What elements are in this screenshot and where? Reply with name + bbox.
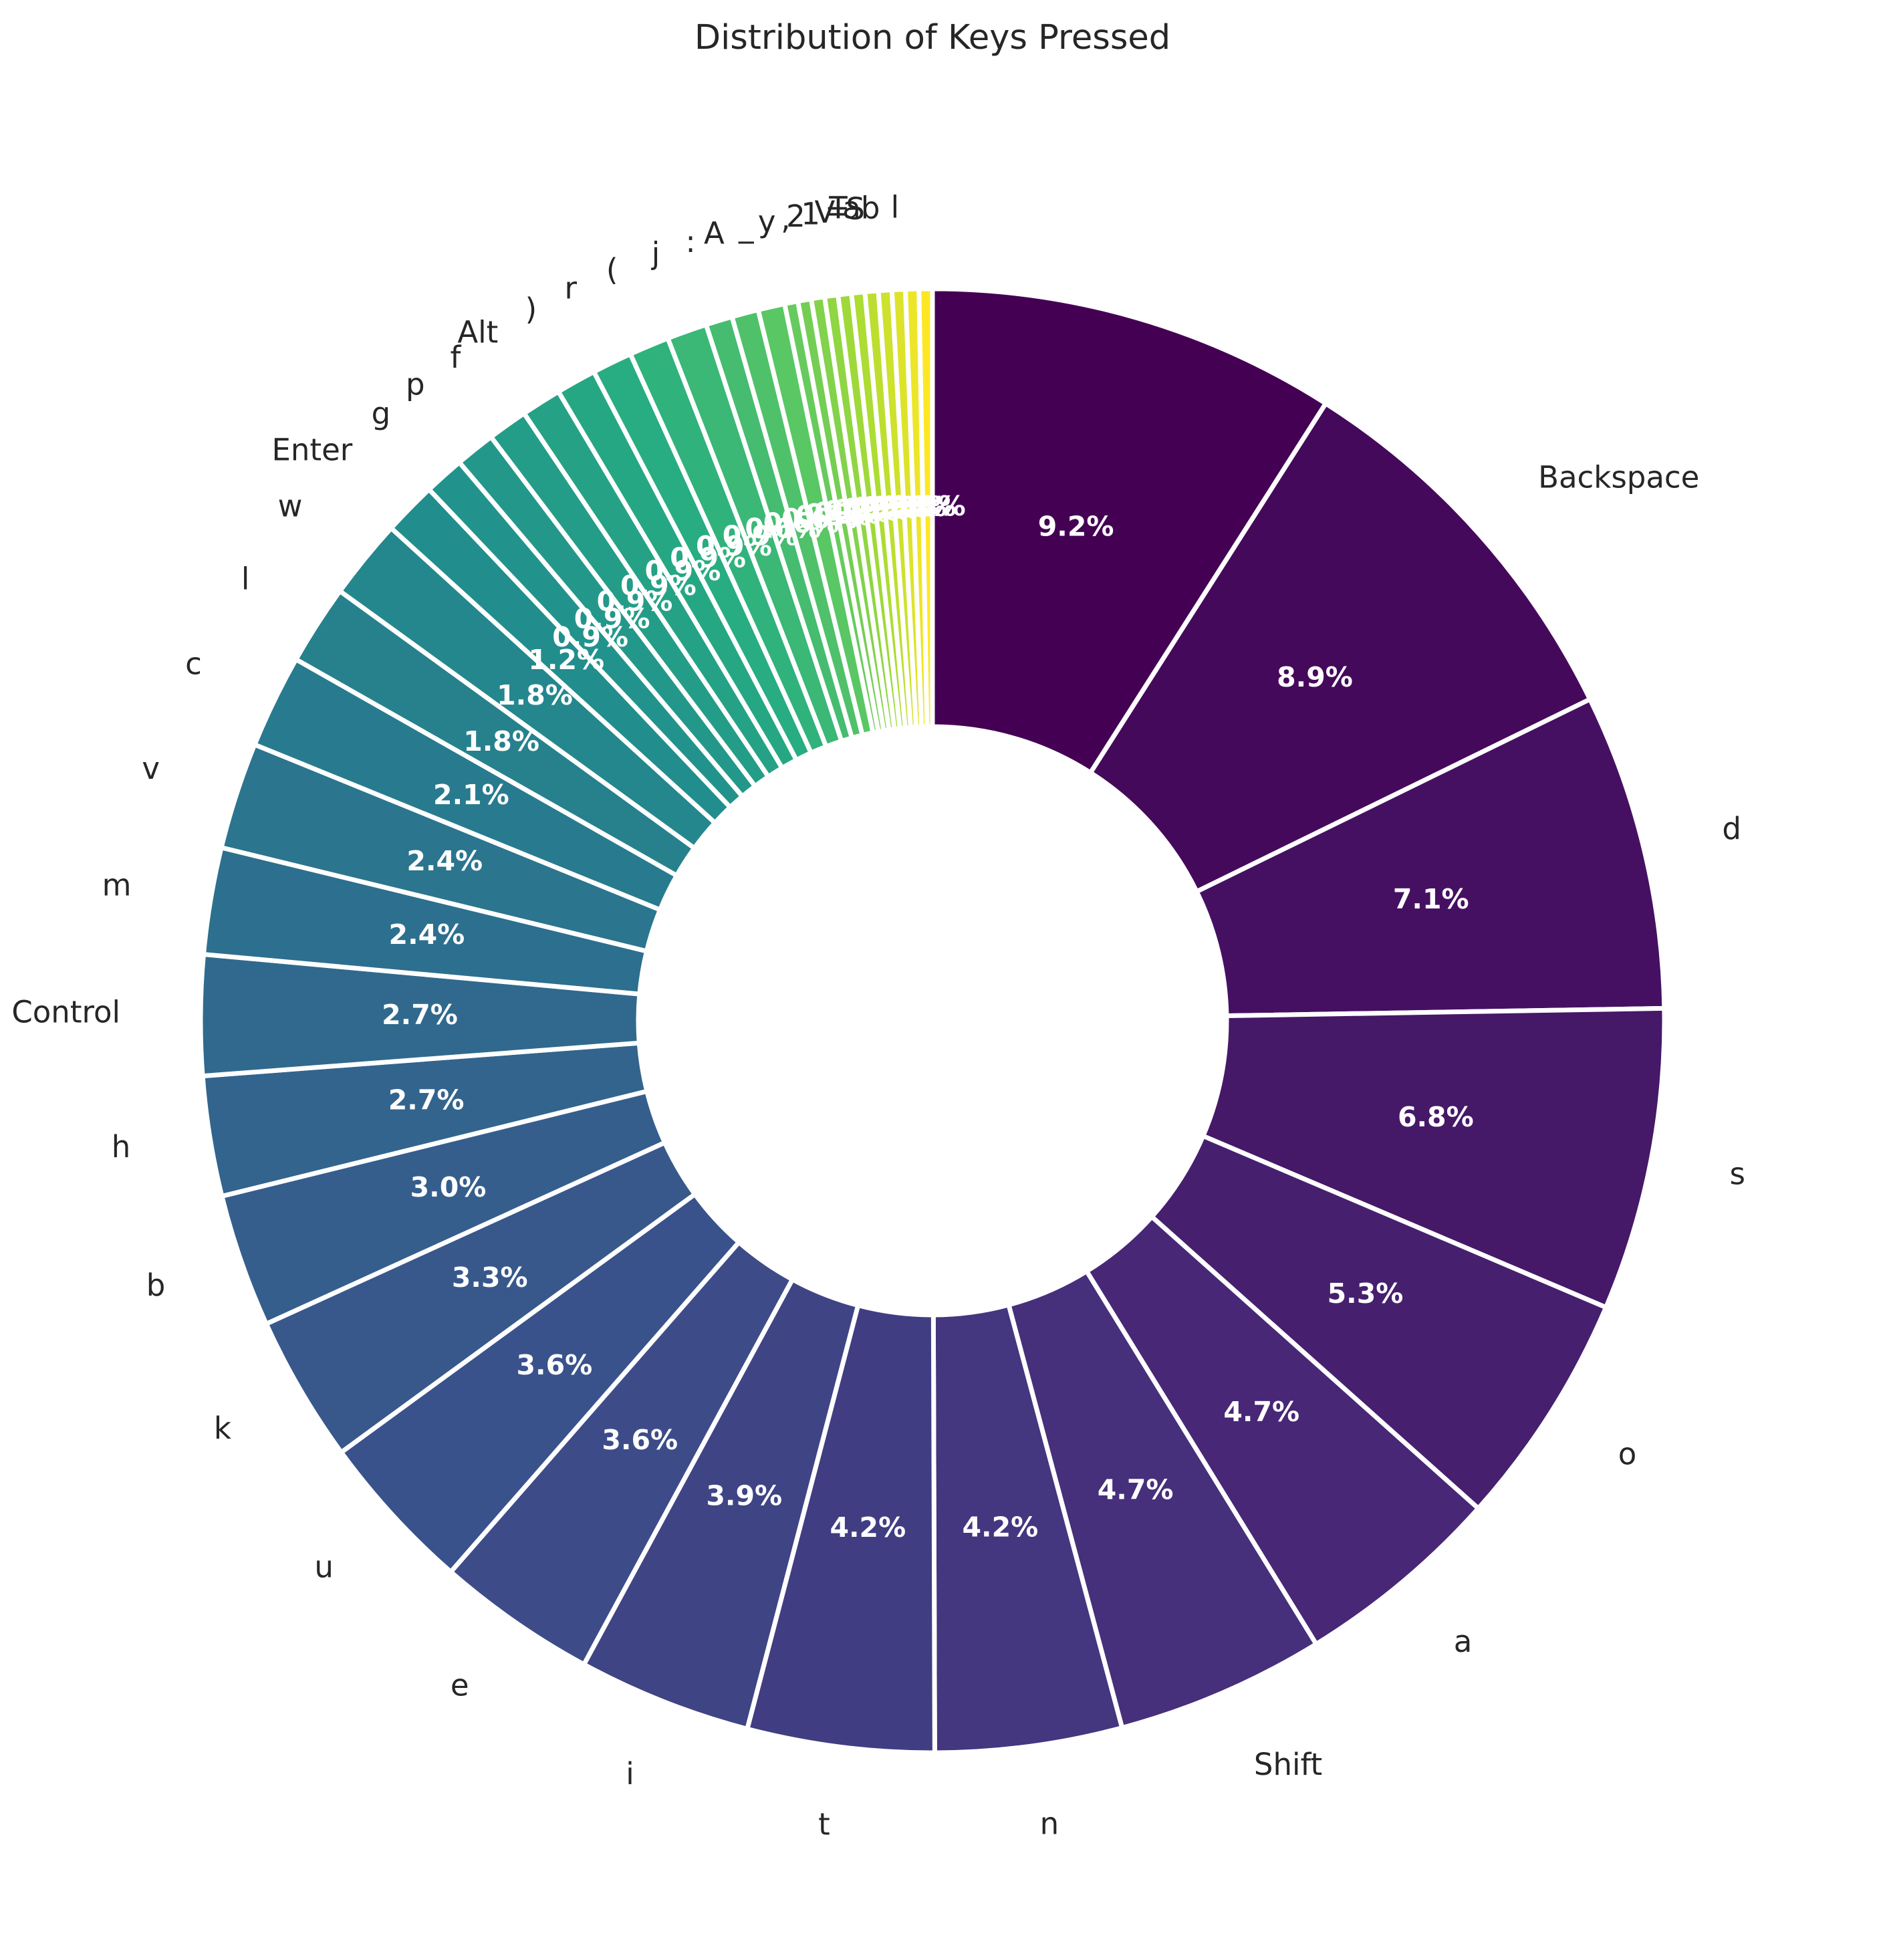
percent-label-26: 0.9% bbox=[620, 570, 697, 602]
slices-group bbox=[198, 286, 1667, 1755]
slice-label-17: m bbox=[102, 868, 132, 903]
percent-labels-group: 9.2% 8.9% 7.1% 6.8% 5.3% 4.7% 4.7% 4.2% 4.2% 3.9%… bbox=[382, 490, 1474, 1544]
percent-label-43: 0.3% bbox=[880, 490, 957, 522]
slice-label-15: h bbox=[112, 1129, 131, 1165]
slice-label-8: n bbox=[1040, 1806, 1059, 1841]
percent-label-10: 3.9% bbox=[706, 1479, 782, 1511]
percent-label-27: 0.9% bbox=[645, 555, 721, 587]
slice-label-23: g bbox=[372, 396, 391, 431]
slice-label-19: c bbox=[185, 646, 202, 682]
slice-label-2: Backspace bbox=[1538, 460, 1699, 495]
slice-label-29: ( bbox=[606, 252, 618, 287]
slice-label-27: ) bbox=[525, 291, 537, 327]
percent-label-44: 0.3% bbox=[890, 490, 966, 522]
percent-label-21: 1.8% bbox=[497, 679, 573, 711]
slice-label-42: l bbox=[891, 189, 900, 225]
percent-label-4: 6.8% bbox=[1398, 1101, 1474, 1133]
slice-label-6: a bbox=[1454, 1624, 1473, 1659]
percent-label-17: 2.4% bbox=[389, 918, 465, 951]
percent-label-2: 8.9% bbox=[1277, 661, 1353, 693]
percent-label-5: 5.3% bbox=[1328, 1277, 1404, 1310]
slice-label-36: 2 bbox=[786, 199, 805, 234]
slice-4 bbox=[1200, 1005, 1667, 1311]
slice-label-39: = bbox=[825, 193, 850, 228]
percent-label-41: 0.3% bbox=[862, 491, 938, 523]
percent-label-34: 0.3% bbox=[795, 499, 872, 531]
percent-label-29: 0.9% bbox=[696, 530, 772, 562]
percent-label-19: 2.1% bbox=[433, 779, 509, 811]
slice-label-34: y bbox=[758, 204, 776, 239]
slice-2 bbox=[1087, 400, 1594, 895]
percent-label-14: 3.0% bbox=[410, 1171, 487, 1203]
percent-label-23: 0.9% bbox=[552, 621, 628, 653]
percent-label-8: 4.2% bbox=[963, 1511, 1039, 1543]
slice-label-35: , bbox=[781, 201, 790, 237]
slice-1 bbox=[930, 286, 1330, 776]
slice-label-18: v bbox=[142, 751, 160, 786]
slice-label-30: j bbox=[651, 235, 660, 271]
slice-label-13: k bbox=[214, 1411, 231, 1446]
percent-label-33: 0.6% bbox=[781, 503, 858, 535]
slice-label-4: s bbox=[1730, 1156, 1745, 1192]
percent-label-13: 3.3% bbox=[452, 1261, 528, 1294]
slice-3 bbox=[1193, 696, 1667, 1019]
percent-label-18: 2.4% bbox=[406, 845, 483, 877]
percent-label-9: 4.2% bbox=[830, 1511, 906, 1544]
chart-title: Distribution of Keys Pressed bbox=[695, 18, 1170, 57]
percent-label-40: 0.3% bbox=[852, 492, 928, 524]
slice-label-41: Tab bbox=[828, 191, 880, 226]
slice-label-5: o bbox=[1618, 1436, 1637, 1471]
slice-label-21: w bbox=[278, 488, 303, 523]
slice-label-40: S bbox=[846, 191, 865, 227]
percent-label-1: 9.2% bbox=[1038, 511, 1114, 543]
slice-label-7: Shift bbox=[1254, 1747, 1322, 1782]
percent-label-3: 7.1% bbox=[1393, 883, 1469, 915]
percent-label-11: 3.6% bbox=[602, 1424, 678, 1456]
slice-label-22: Enter bbox=[272, 433, 353, 468]
slice-label-24: p bbox=[406, 367, 425, 402]
percent-label-24: 0.9% bbox=[574, 602, 650, 634]
slice-label-33: _ bbox=[738, 209, 754, 244]
percent-label-22: 1.2% bbox=[528, 644, 604, 676]
percent-label-36: 0.3% bbox=[814, 496, 890, 528]
slice-label-25: f bbox=[451, 340, 462, 375]
percent-label-31: 0.6% bbox=[745, 512, 821, 544]
slice-44 bbox=[916, 286, 935, 729]
slice-label-3: d bbox=[1722, 811, 1741, 846]
percent-label-39: 0.3% bbox=[842, 493, 918, 525]
slice-label-9: t bbox=[818, 1806, 830, 1842]
percent-label-37: 0.3% bbox=[824, 495, 900, 527]
slice-label-38: V bbox=[814, 195, 835, 230]
percent-label-38: 0.3% bbox=[833, 494, 909, 526]
percent-label-15: 2.7% bbox=[388, 1084, 465, 1116]
slice-label-10: i bbox=[626, 1756, 634, 1792]
slice-label-28: r bbox=[564, 271, 577, 306]
slice-label-12: u bbox=[314, 1550, 334, 1585]
percent-label-42: 0.3% bbox=[871, 491, 947, 523]
percent-label-25: 0.9% bbox=[597, 586, 673, 618]
slice-label-26: Alt bbox=[457, 314, 498, 350]
percent-label-12: 3.6% bbox=[516, 1349, 592, 1381]
percent-label-6: 4.7% bbox=[1223, 1396, 1299, 1428]
percent-label-20: 1.8% bbox=[463, 725, 539, 757]
percent-label-28: 0.9% bbox=[670, 541, 746, 574]
slice-label-14: b bbox=[146, 1267, 166, 1303]
slice-label-32: A bbox=[704, 216, 725, 251]
percent-label-16: 2.7% bbox=[382, 999, 458, 1031]
slice-label-31: : bbox=[685, 224, 695, 259]
percent-label-35: 0.3% bbox=[805, 498, 881, 530]
slice-labels-group: Backspace d s o a Shift n t i e u k b h Control m v c l w En… bbox=[11, 189, 1745, 1842]
slice-label-20: l bbox=[241, 561, 250, 596]
percent-label-32: 0.6% bbox=[763, 507, 840, 539]
percent-label-7: 4.7% bbox=[1098, 1473, 1174, 1505]
slice-label-37: 1 bbox=[801, 197, 820, 232]
slice-label-11: e bbox=[451, 1668, 469, 1703]
percent-label-30: 0.9% bbox=[723, 519, 799, 552]
slice-label-16: Control bbox=[11, 995, 120, 1030]
